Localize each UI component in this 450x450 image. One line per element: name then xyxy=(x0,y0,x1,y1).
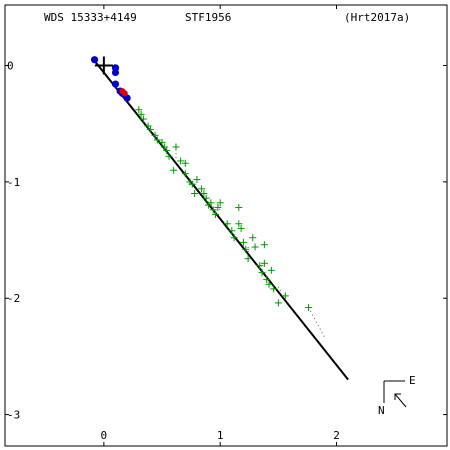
speckle-point xyxy=(256,262,264,270)
plot-frame xyxy=(4,4,448,447)
speckle-point xyxy=(267,266,275,274)
speckle-point xyxy=(223,220,231,228)
y-tick-label: -3 xyxy=(7,409,20,422)
orbit-line xyxy=(93,60,349,381)
y-tick-label: -2 xyxy=(7,292,20,305)
speckle-point xyxy=(181,159,189,167)
speckle-point xyxy=(230,234,238,242)
compass-arrow-head xyxy=(394,393,401,400)
header-reference: (Hrt2017a) xyxy=(344,11,410,24)
speckle-point xyxy=(263,276,271,284)
compass-east-label: E xyxy=(409,374,416,387)
speckle-point xyxy=(274,299,282,307)
visual-point xyxy=(90,56,99,64)
speckle-point xyxy=(260,259,268,267)
speckle-point xyxy=(165,152,173,160)
compass-motion-arrow xyxy=(394,393,407,408)
speckle-point xyxy=(137,110,145,118)
speckle-point xyxy=(198,185,206,193)
speckle-point xyxy=(191,190,199,198)
x-tick-label: 1 xyxy=(217,429,224,442)
speckle-point xyxy=(193,176,201,184)
speckle-point xyxy=(188,180,196,188)
speckle-point xyxy=(146,126,154,134)
speckle-point xyxy=(153,136,161,144)
speckle-point xyxy=(281,292,289,300)
compass: E N xyxy=(378,374,416,417)
speckle-point xyxy=(212,210,220,218)
visual-point xyxy=(111,68,120,77)
speckle-point xyxy=(265,280,273,288)
speckle-point xyxy=(235,220,243,228)
speckle-point xyxy=(151,131,159,139)
primary-star-marker xyxy=(94,56,113,75)
speckle-point xyxy=(135,106,143,114)
speckle-point xyxy=(244,255,252,263)
speckle-point xyxy=(305,304,313,312)
speckle-point xyxy=(260,241,268,249)
residual-segment xyxy=(308,307,326,339)
header-wds-id: WDS 15333+4149 xyxy=(44,11,137,24)
speckle-point xyxy=(181,170,189,178)
x-tick-label: 2 xyxy=(333,429,340,442)
speckle-point xyxy=(237,224,245,232)
recent-point xyxy=(121,90,128,97)
speckle-point xyxy=(209,206,217,214)
speckle-point xyxy=(172,143,180,151)
speckle-point xyxy=(170,166,178,174)
compass-north-label: N xyxy=(378,404,385,417)
speckle-point xyxy=(228,227,236,235)
speckle-point xyxy=(251,243,259,251)
speckle-point xyxy=(139,115,147,123)
speckle-point xyxy=(163,146,171,154)
header-discoverer-code: STF1956 xyxy=(185,11,231,24)
x-tick-label: 0 xyxy=(101,429,108,442)
residual-segment xyxy=(277,286,282,292)
y-tick-label: 0 xyxy=(7,60,14,73)
speckle-point xyxy=(207,199,215,207)
speckle-point xyxy=(258,269,266,277)
axis-ticks: 0 1 2 0 -1 -2 -3 xyxy=(5,5,447,446)
speckle-point xyxy=(249,234,257,242)
speckle-point xyxy=(242,245,250,253)
speckle-point xyxy=(270,285,278,293)
speckle-point xyxy=(214,203,222,211)
speckle-point xyxy=(216,199,224,207)
dotted-residual-lines xyxy=(175,149,326,339)
speckle-point xyxy=(235,203,243,211)
speckle-point xyxy=(239,238,247,246)
measurement-points xyxy=(90,56,313,312)
speckle-point xyxy=(177,157,185,165)
speckle-point xyxy=(202,194,210,202)
visual-point xyxy=(111,80,120,88)
speckle-point xyxy=(200,190,208,198)
speckle-point xyxy=(158,138,166,146)
y-tick-label: -1 xyxy=(7,176,20,189)
